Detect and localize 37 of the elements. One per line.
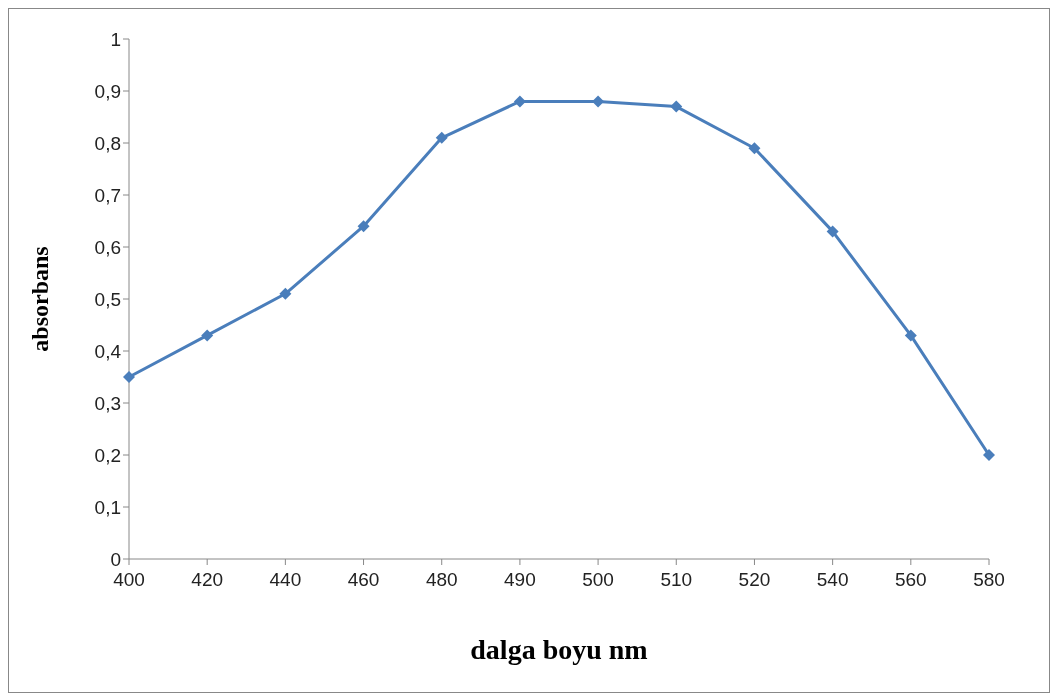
x-tick-label: 540: [816, 569, 849, 591]
point: [670, 100, 683, 113]
y-tick-label: 0,2: [94, 444, 121, 466]
point: [201, 329, 214, 342]
x-tick-label: 490: [504, 569, 536, 591]
x-axis-title: dalga boyu nm: [470, 634, 648, 665]
y-tick-label: 1: [110, 28, 121, 50]
y-tick-label: 0,1: [94, 496, 121, 518]
y-tick-label: 0,9: [94, 80, 121, 102]
x-tick-label: 560: [894, 569, 927, 591]
point: [748, 142, 761, 155]
x-tick-label: 420: [191, 569, 224, 591]
x-tick-label: 480: [425, 569, 458, 591]
point: [279, 287, 292, 300]
point: [904, 329, 917, 342]
point: [513, 95, 526, 108]
x-tick-label: 500: [582, 569, 614, 591]
x-tick-label: 440: [269, 569, 302, 591]
point: [826, 225, 839, 238]
x-tick-label: 400: [113, 569, 145, 591]
x-tick-label: 510: [660, 569, 693, 591]
x-tick-label: 580: [973, 569, 1005, 591]
y-tick-label: 0,4: [94, 340, 122, 362]
y-tick-label: 0: [110, 548, 121, 570]
y-tick-label: 0,7: [94, 184, 121, 206]
point: [357, 220, 370, 233]
y-tick-label: 0,5: [94, 288, 121, 310]
point: [592, 95, 605, 108]
y-tick-label: 0,6: [94, 236, 121, 258]
x-tick-label: 520: [738, 569, 771, 591]
y-tick-label: 0,3: [94, 392, 121, 414]
point: [983, 449, 995, 461]
y-axis-title: absorbans: [26, 246, 53, 352]
point: [123, 371, 135, 383]
y-tick-label: 0,8: [94, 132, 121, 154]
x-tick-label: 460: [347, 569, 380, 591]
point: [435, 131, 448, 144]
